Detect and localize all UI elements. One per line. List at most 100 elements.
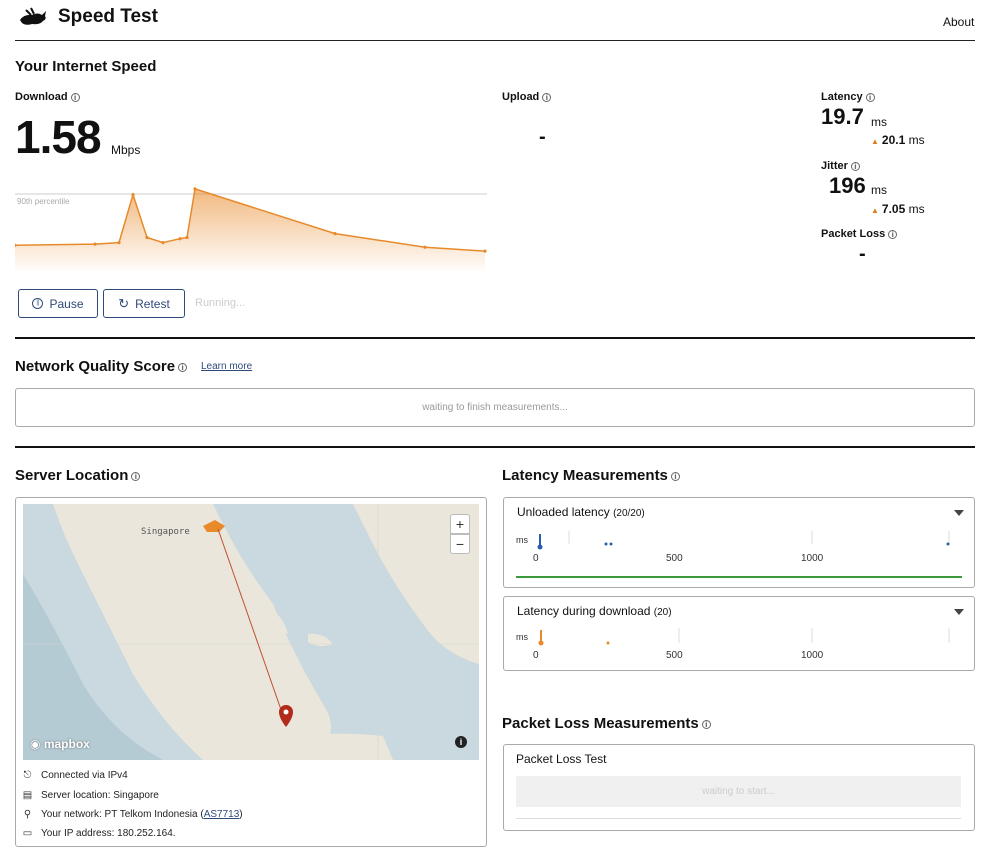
download-point bbox=[145, 235, 149, 240]
unloaded-latency-panel[interactable]: Unloaded latency (20/20) ms 0 500 1000 bbox=[503, 497, 975, 588]
loaded-up-icon: ▲ bbox=[871, 206, 879, 215]
axis-tick: 0 bbox=[533, 650, 539, 661]
download-value: 1.58 bbox=[15, 111, 102, 163]
axis-tick: 1000 bbox=[801, 553, 824, 564]
download-line bbox=[15, 187, 486, 252]
about-link[interactable]: About bbox=[943, 15, 975, 29]
loaded-latency-chart: ms 0 500 1000 bbox=[516, 628, 950, 661]
download-point bbox=[193, 187, 197, 191]
location-pin-icon bbox=[279, 705, 293, 727]
axis-tick: 1000 bbox=[801, 650, 824, 661]
speed-heading: Your Internet Speed bbox=[15, 58, 157, 75]
chevron-down-icon[interactable] bbox=[954, 510, 964, 516]
upload-label: Upload i bbox=[502, 91, 552, 103]
pause-icon: || bbox=[32, 298, 44, 309]
loaded-up-icon: ▲ bbox=[871, 137, 879, 146]
refresh-icon: ↻ bbox=[118, 295, 130, 311]
rabbit-logo-icon bbox=[20, 7, 46, 25]
network-row: ⚲ Your network: PT Telkom Indonesia (AS77… bbox=[23, 809, 243, 820]
download-point bbox=[117, 241, 121, 245]
server-icon: ▤ bbox=[22, 790, 33, 801]
loaded-latency-panel[interactable]: Latency during download (20) ms 0 500 10… bbox=[503, 596, 975, 671]
jitter-info-icon[interactable]: i bbox=[850, 161, 860, 171]
nqs-box: waiting to finish measurements... bbox=[15, 388, 975, 427]
packet-loss-test-title: Packet Loss Test bbox=[516, 752, 607, 766]
download-point bbox=[185, 235, 189, 240]
axis-tick: 0 bbox=[533, 553, 539, 564]
nqs-info-icon[interactable]: i bbox=[178, 362, 188, 372]
download-point bbox=[333, 232, 337, 236]
header-divider bbox=[15, 40, 975, 41]
map-city-label: Singapore bbox=[141, 527, 190, 537]
latency-loaded: ▲ 20.1 ms bbox=[871, 133, 925, 147]
download-chart: 90th percentile bbox=[15, 187, 487, 270]
map-city-area bbox=[203, 520, 225, 532]
download-point bbox=[178, 237, 182, 241]
packet-loss-status: waiting to start... bbox=[516, 776, 961, 807]
location-pin-icon: ⚲ bbox=[23, 809, 32, 820]
network-icon: ⎋ bbox=[23, 770, 32, 781]
packet-loss-measure-info-icon[interactable]: i bbox=[701, 719, 711, 729]
server-info-icon[interactable]: i bbox=[131, 471, 141, 481]
packet-loss-panel bbox=[503, 744, 975, 831]
unloaded-latency-title: Unloaded latency (20/20) bbox=[517, 505, 645, 519]
download-info-icon[interactable]: i bbox=[70, 92, 80, 102]
axis-unit: ms bbox=[516, 535, 528, 545]
jitter-value: 196 bbox=[829, 173, 866, 198]
packet-loss-value: - bbox=[859, 243, 866, 265]
learn-more-link[interactable]: Learn more bbox=[201, 361, 253, 372]
test-status: Running... bbox=[195, 297, 246, 309]
upload-value: - bbox=[539, 126, 546, 148]
jitter-label: Jitter i bbox=[821, 160, 860, 172]
download-point bbox=[483, 249, 487, 253]
connection-row: ⎋ Connected via IPv4 bbox=[23, 770, 128, 781]
download-point bbox=[131, 193, 135, 197]
retest-button[interactable]: ↻ Retest bbox=[103, 289, 185, 318]
jitter-unit: ms bbox=[871, 183, 887, 197]
download-point bbox=[161, 241, 165, 245]
unloaded-latency-chart: ms 0 500 1000 bbox=[516, 531, 962, 578]
app-title: Speed Test bbox=[58, 6, 158, 27]
zoom-out-button[interactable]: − bbox=[450, 534, 470, 554]
server-box bbox=[15, 497, 487, 847]
route-line bbox=[217, 528, 287, 725]
packet-loss-label: Packet Loss i bbox=[821, 228, 898, 240]
latency-value: 19.7 bbox=[821, 104, 864, 129]
server-heading: Server Location i bbox=[15, 467, 141, 484]
download-point bbox=[93, 242, 97, 246]
latency-heading: Latency Measurements i bbox=[502, 467, 680, 484]
download-unit: Mbps bbox=[111, 143, 141, 157]
mapbox-icon: ◉ bbox=[30, 737, 41, 751]
download-point bbox=[15, 243, 17, 247]
as-link[interactable]: AS7713 bbox=[203, 809, 240, 820]
download-point bbox=[423, 245, 427, 249]
percentile-label: 90th percentile bbox=[17, 197, 70, 206]
loaded-latency-title: Latency during download (20) bbox=[517, 604, 672, 618]
download-area bbox=[15, 188, 485, 270]
pause-button[interactable]: || Pause bbox=[18, 289, 98, 318]
ip-row: ▭ Your IP address: 180.252.164. bbox=[22, 828, 176, 839]
packet-loss-divider bbox=[516, 818, 961, 819]
map-attribution-icon[interactable]: i bbox=[455, 736, 467, 748]
axis-unit: ms bbox=[516, 632, 528, 642]
monitor-icon: ▭ bbox=[22, 828, 33, 839]
packet-loss-heading: Packet Loss Measurements i bbox=[502, 715, 711, 732]
server-map[interactable]: Singapore bbox=[23, 504, 479, 760]
axis-tick: 500 bbox=[666, 553, 683, 564]
axis-tick: 500 bbox=[666, 650, 683, 661]
latency-measure-info-icon[interactable]: i bbox=[670, 471, 680, 481]
upload-info-icon[interactable]: i bbox=[542, 92, 552, 102]
mapbox-logo: ◉ mapbox bbox=[30, 737, 90, 751]
section-divider bbox=[15, 337, 975, 339]
latency-unit: ms bbox=[871, 115, 887, 129]
zoom-in-button[interactable]: + bbox=[450, 514, 470, 534]
jitter-loaded: ▲ 7.05 ms bbox=[871, 202, 925, 216]
chevron-down-icon[interactable] bbox=[954, 609, 964, 615]
nqs-heading: Network Quality Score i bbox=[15, 358, 188, 375]
packet-loss-info-icon[interactable]: i bbox=[888, 229, 898, 239]
latency-info-icon[interactable]: i bbox=[865, 92, 875, 102]
section-divider bbox=[15, 446, 975, 448]
latency-label: Latency i bbox=[821, 91, 875, 103]
server-location-row: ▤ Server location: Singapore bbox=[22, 790, 159, 801]
download-label: Download i bbox=[15, 91, 80, 103]
